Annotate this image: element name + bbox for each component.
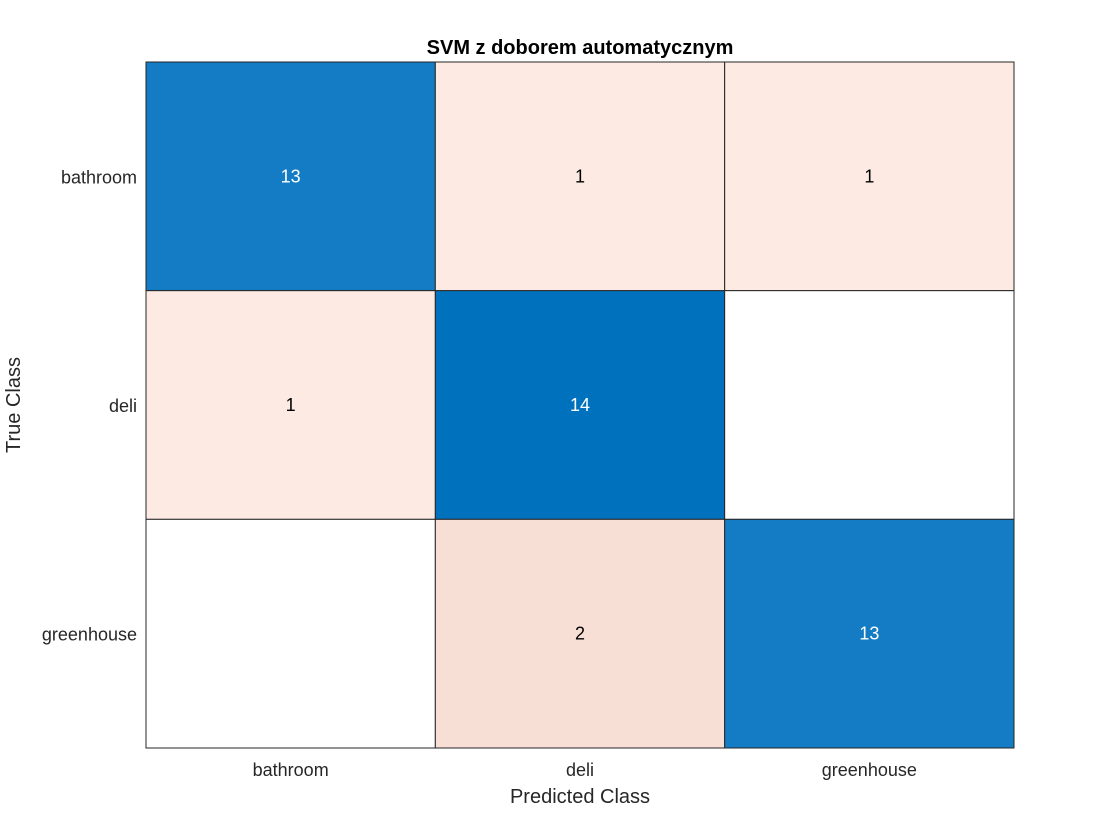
y-tick-labels: bathroom deli greenhouse xyxy=(42,167,137,644)
x-axis-label: Predicted Class xyxy=(510,786,650,808)
cell-bathroom-deli xyxy=(434,61,726,292)
cell-deli-deli xyxy=(434,290,726,520)
cell-bathroom-greenhouse xyxy=(724,61,1015,292)
cell-value-bathroom-greenhouse: 1 xyxy=(864,166,874,186)
y-tick-greenhouse: greenhouse xyxy=(42,625,137,645)
x-tick-labels: bathroom deli greenhouse xyxy=(253,760,917,780)
x-tick-deli: deli xyxy=(566,760,594,780)
chart-title: SVM z doborem automatycznym xyxy=(427,37,734,59)
cell-value-deli-bathroom: 1 xyxy=(286,395,296,415)
cell-deli-bathroom xyxy=(145,290,436,520)
cell-value-bathroom-bathroom: 13 xyxy=(281,166,301,186)
matrix-cell-labels: 13 1 1 1 14 2 13 xyxy=(281,166,880,643)
cell-deli-greenhouse xyxy=(724,290,1015,520)
cell-value-deli-deli: 14 xyxy=(570,395,590,415)
x-tick-greenhouse: greenhouse xyxy=(822,760,917,780)
cell-greenhouse-bathroom xyxy=(145,518,436,749)
matrix-cells xyxy=(145,61,1015,749)
cell-value-bathroom-deli: 1 xyxy=(575,166,585,186)
cell-greenhouse-greenhouse xyxy=(724,518,1015,749)
cell-value-greenhouse-greenhouse: 13 xyxy=(859,624,879,644)
cell-greenhouse-deli xyxy=(434,518,726,749)
y-tick-deli: deli xyxy=(109,396,137,416)
y-axis-label: True Class xyxy=(3,357,25,453)
x-tick-bathroom: bathroom xyxy=(253,760,329,780)
cell-value-greenhouse-deli: 2 xyxy=(575,624,585,644)
cell-bathroom-bathroom xyxy=(145,61,436,292)
y-tick-bathroom: bathroom xyxy=(61,167,137,187)
